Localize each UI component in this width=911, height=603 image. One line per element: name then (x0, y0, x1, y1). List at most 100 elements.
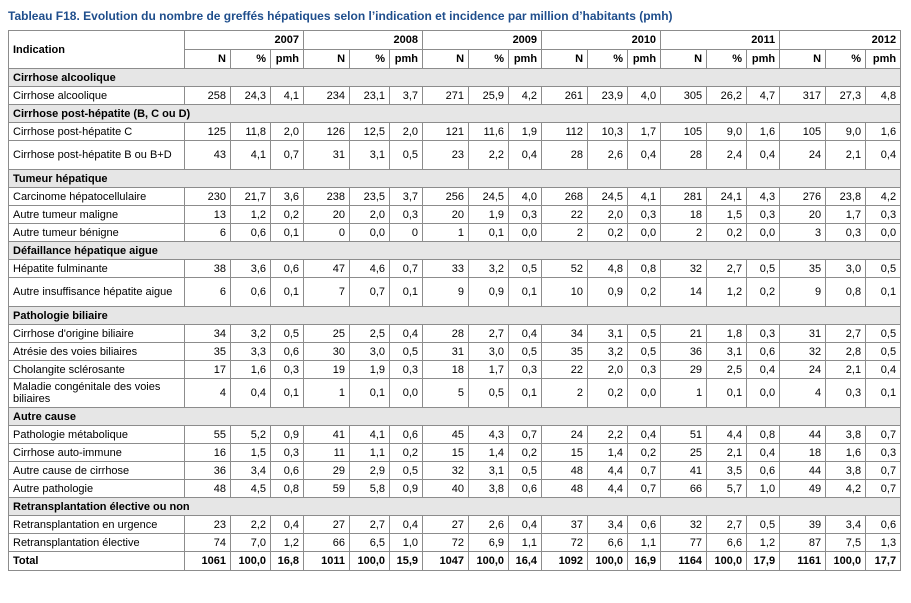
n-cell: 234 (303, 86, 351, 105)
pct-cell: 2,8 (825, 342, 867, 361)
pmh-cell: 4,2 (508, 86, 543, 105)
n-cell: 35 (184, 342, 231, 361)
pct-header: % (230, 49, 271, 69)
pmh-cell: 0,4 (627, 425, 662, 444)
indication-label: Autre insuffisance hépatite aigue (8, 277, 185, 307)
n-cell: 27 (422, 515, 470, 534)
section-row: Autre cause (7, 407, 902, 426)
pmh-cell: 0,5 (865, 342, 902, 361)
pmh-cell: 4,7 (746, 86, 781, 105)
pmh-cell: 0,1 (508, 277, 543, 307)
pmh-cell: 0,3 (627, 360, 662, 379)
pmh-cell: 0,6 (746, 342, 781, 361)
pmh-cell: 0,3 (389, 205, 424, 224)
pmh-cell: 0,1 (269, 277, 305, 307)
pmh-cell: 0,8 (627, 259, 662, 278)
n-cell: 34 (541, 324, 589, 343)
pct-cell: 0,1 (468, 223, 510, 242)
pct-cell: 3,8 (825, 461, 867, 480)
total-n-cell: 1061 (184, 551, 231, 571)
pct-cell: 3,5 (706, 461, 748, 480)
pmh-cell: 0,9 (269, 425, 305, 444)
header-year-row: Indication 2007 2008 2009 2010 2011 2012 (8, 30, 902, 69)
indication-label: Retransplantation élective (8, 533, 185, 552)
n-cell: 48 (184, 479, 231, 498)
n-cell: 32 (660, 259, 708, 278)
n-cell: 19 (303, 360, 351, 379)
pct-cell: 3,0 (825, 259, 867, 278)
n-cell: 14 (660, 277, 708, 307)
pmh-cell: 1,0 (389, 533, 424, 552)
n-cell: 112 (541, 122, 589, 141)
table-row: Retransplantation élective 74 7,0 1,2 66 6,5 1… (8, 533, 902, 552)
pmh-cell: 0,6 (865, 515, 902, 534)
pmh-cell: 0,7 (865, 479, 902, 498)
pmh-cell: 0,0 (865, 223, 902, 242)
pct-cell: 9,0 (706, 122, 748, 141)
pmh-cell: 0,3 (746, 205, 781, 224)
section-title: Cirrhose post-hépatite (B, C ou D) (7, 104, 902, 123)
pct-cell: 7,0 (230, 533, 271, 552)
n-cell: 1 (422, 223, 470, 242)
pmh-cell: 2,0 (389, 122, 424, 141)
n-cell: 121 (422, 122, 470, 141)
pct-cell: 5,8 (349, 479, 391, 498)
pmh-cell: 0,3 (746, 324, 781, 343)
pmh-cell: 0,5 (508, 461, 543, 480)
n-cell: 2 (541, 223, 589, 242)
pct-cell: 1,4 (468, 443, 510, 462)
pct-cell: 2,2 (587, 425, 629, 444)
n-cell: 33 (422, 259, 470, 278)
pmh-cell: 0,6 (746, 461, 781, 480)
n-cell: 105 (660, 122, 708, 141)
pmh-cell: 0,5 (865, 324, 902, 343)
pct-cell: 2,4 (706, 140, 748, 170)
pct-cell: 3,3 (230, 342, 271, 361)
n-cell: 34 (184, 324, 231, 343)
indication-label: Cirrhose post-hépatite C (8, 122, 185, 141)
n-cell: 29 (660, 360, 708, 379)
pmh-cell: 0,8 (746, 425, 781, 444)
pct-cell: 3,2 (468, 259, 510, 278)
n-cell: 261 (541, 86, 589, 105)
pct-cell: 0,0 (349, 223, 391, 242)
total-pmh-cell: 17,9 (746, 551, 781, 571)
total-pmh-cell: 16,8 (269, 551, 305, 571)
n-cell: 11 (303, 443, 351, 462)
table-row: Hépatite fulminante 38 3,6 0,6 47 4,6 0,7 33 3,2… (8, 259, 902, 278)
pmh-cell: 1,3 (865, 533, 902, 552)
n-cell: 2 (541, 378, 589, 408)
pmh-cell: 0,5 (627, 342, 662, 361)
pct-cell: 6,5 (349, 533, 391, 552)
pct-cell: 4,3 (468, 425, 510, 444)
pct-cell: 3,1 (706, 342, 748, 361)
pmh-cell: 0,3 (389, 360, 424, 379)
total-pct-cell: 100,0 (587, 551, 629, 571)
pmh-header: pmh (746, 49, 781, 69)
n-cell: 16 (184, 443, 231, 462)
n-cell: 59 (303, 479, 351, 498)
pmh-cell: 0,4 (865, 360, 902, 379)
total-n-cell: 1011 (303, 551, 351, 571)
n-cell: 38 (184, 259, 231, 278)
pct-cell: 0,9 (468, 277, 510, 307)
n-cell: 4 (184, 378, 231, 408)
pct-cell: 1,9 (349, 360, 391, 379)
n-cell: 4 (779, 378, 827, 408)
n-cell: 125 (184, 122, 231, 141)
pct-cell: 23,8 (825, 187, 867, 206)
section-row: Cirrhose alcoolique (7, 68, 902, 87)
n-cell: 126 (303, 122, 351, 141)
pmh-cell: 0,5 (389, 461, 424, 480)
n-cell: 35 (541, 342, 589, 361)
pmh-cell: 0,1 (269, 378, 305, 408)
pct-cell: 2,7 (706, 259, 748, 278)
n-cell: 32 (779, 342, 827, 361)
indication-label: Atrésie des voies biliaires (8, 342, 185, 361)
n-cell: 3 (779, 223, 827, 242)
pct-header: % (468, 49, 510, 69)
section-row: Défaillance hépatique aigue (7, 241, 902, 260)
total-n-cell: 1092 (541, 551, 589, 571)
pmh-cell: 0,0 (746, 378, 781, 408)
total-pct-cell: 100,0 (230, 551, 271, 571)
